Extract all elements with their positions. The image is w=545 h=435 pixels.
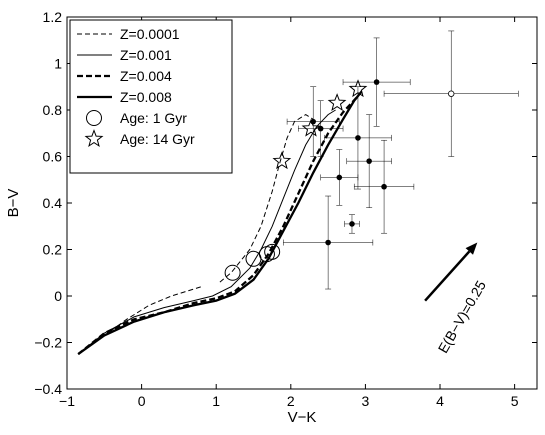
observed-point-open: [448, 90, 455, 97]
legend: Z=0.0001 Z=0.001 Z=0.004 Z=0.008 Age: 1 Gyr A…: [69, 19, 233, 174]
legend-swatch: [86, 110, 102, 126]
series-line: [77, 90, 363, 356]
age-14gyr-marker: [301, 118, 321, 137]
age-14gyr-marker: [272, 151, 292, 170]
observed-point: [381, 183, 387, 190]
plot-content: [77, 30, 519, 356]
x-tick-label: 0: [138, 393, 146, 409]
x-tick-label: −1: [59, 393, 75, 409]
series-line: [77, 109, 336, 355]
x-tick-label: 2: [287, 393, 295, 409]
x-tick-label: 4: [436, 393, 444, 409]
observed-point: [366, 158, 372, 164]
legend-label: Age: 14 Gyr: [120, 131, 195, 147]
reddening-arrow: [424, 250, 471, 302]
x-tick-label: 3: [362, 393, 370, 409]
age-1gyr-marker: [264, 243, 281, 260]
reddening-arrow-head: [465, 242, 478, 255]
y-axis-label: B−V: [5, 189, 22, 218]
series-line: [77, 95, 359, 355]
age-1gyr-marker: [245, 250, 262, 267]
observed-point: [349, 221, 355, 227]
y-tick-label: 0.8: [43, 102, 63, 118]
y-tick-label: 0.6: [43, 149, 63, 165]
y-tick-label: 0: [54, 288, 62, 304]
axis-ticks: −1 0 1 2 3 4 5 −0.4 −0.2 0 0.2 0.4 0.6 0.8 1 1.2: [34, 9, 537, 409]
y-tick-label: −0.4: [34, 381, 62, 397]
y-tick-label: 1: [54, 56, 62, 72]
y-tick-label: −0.2: [34, 335, 62, 351]
y-tick-label: 0.4: [43, 195, 63, 211]
legend-label: Z=0.0001: [120, 26, 180, 42]
y-tick-label: 1.2: [43, 9, 63, 25]
observed-point: [355, 135, 361, 141]
legend-label: Age: 1 Gyr: [120, 110, 187, 126]
x-axis-label: V−K: [288, 409, 317, 426]
observed-point: [336, 174, 343, 181]
legend-label: Z=0.004: [120, 68, 172, 84]
observed-point: [325, 239, 331, 246]
age-14gyr-marker: [327, 93, 347, 112]
series-line: [219, 114, 314, 283]
reddening-label: E(B−V)=0.25: [435, 278, 489, 356]
observed-point: [310, 118, 316, 125]
legend-label: Z=0.008: [120, 89, 172, 105]
legend-swatch: [84, 129, 104, 148]
age-1gyr-marker: [224, 264, 241, 281]
legend-label: Z=0.001: [120, 47, 172, 63]
observed-point: [373, 79, 380, 85]
y-tick-label: 0.2: [43, 242, 63, 258]
x-tick-label: 5: [511, 393, 519, 409]
reddening-annotation: E(B−V)=0.25: [424, 242, 489, 356]
x-tick-label: 1: [212, 393, 220, 409]
observed-point: [317, 125, 324, 132]
